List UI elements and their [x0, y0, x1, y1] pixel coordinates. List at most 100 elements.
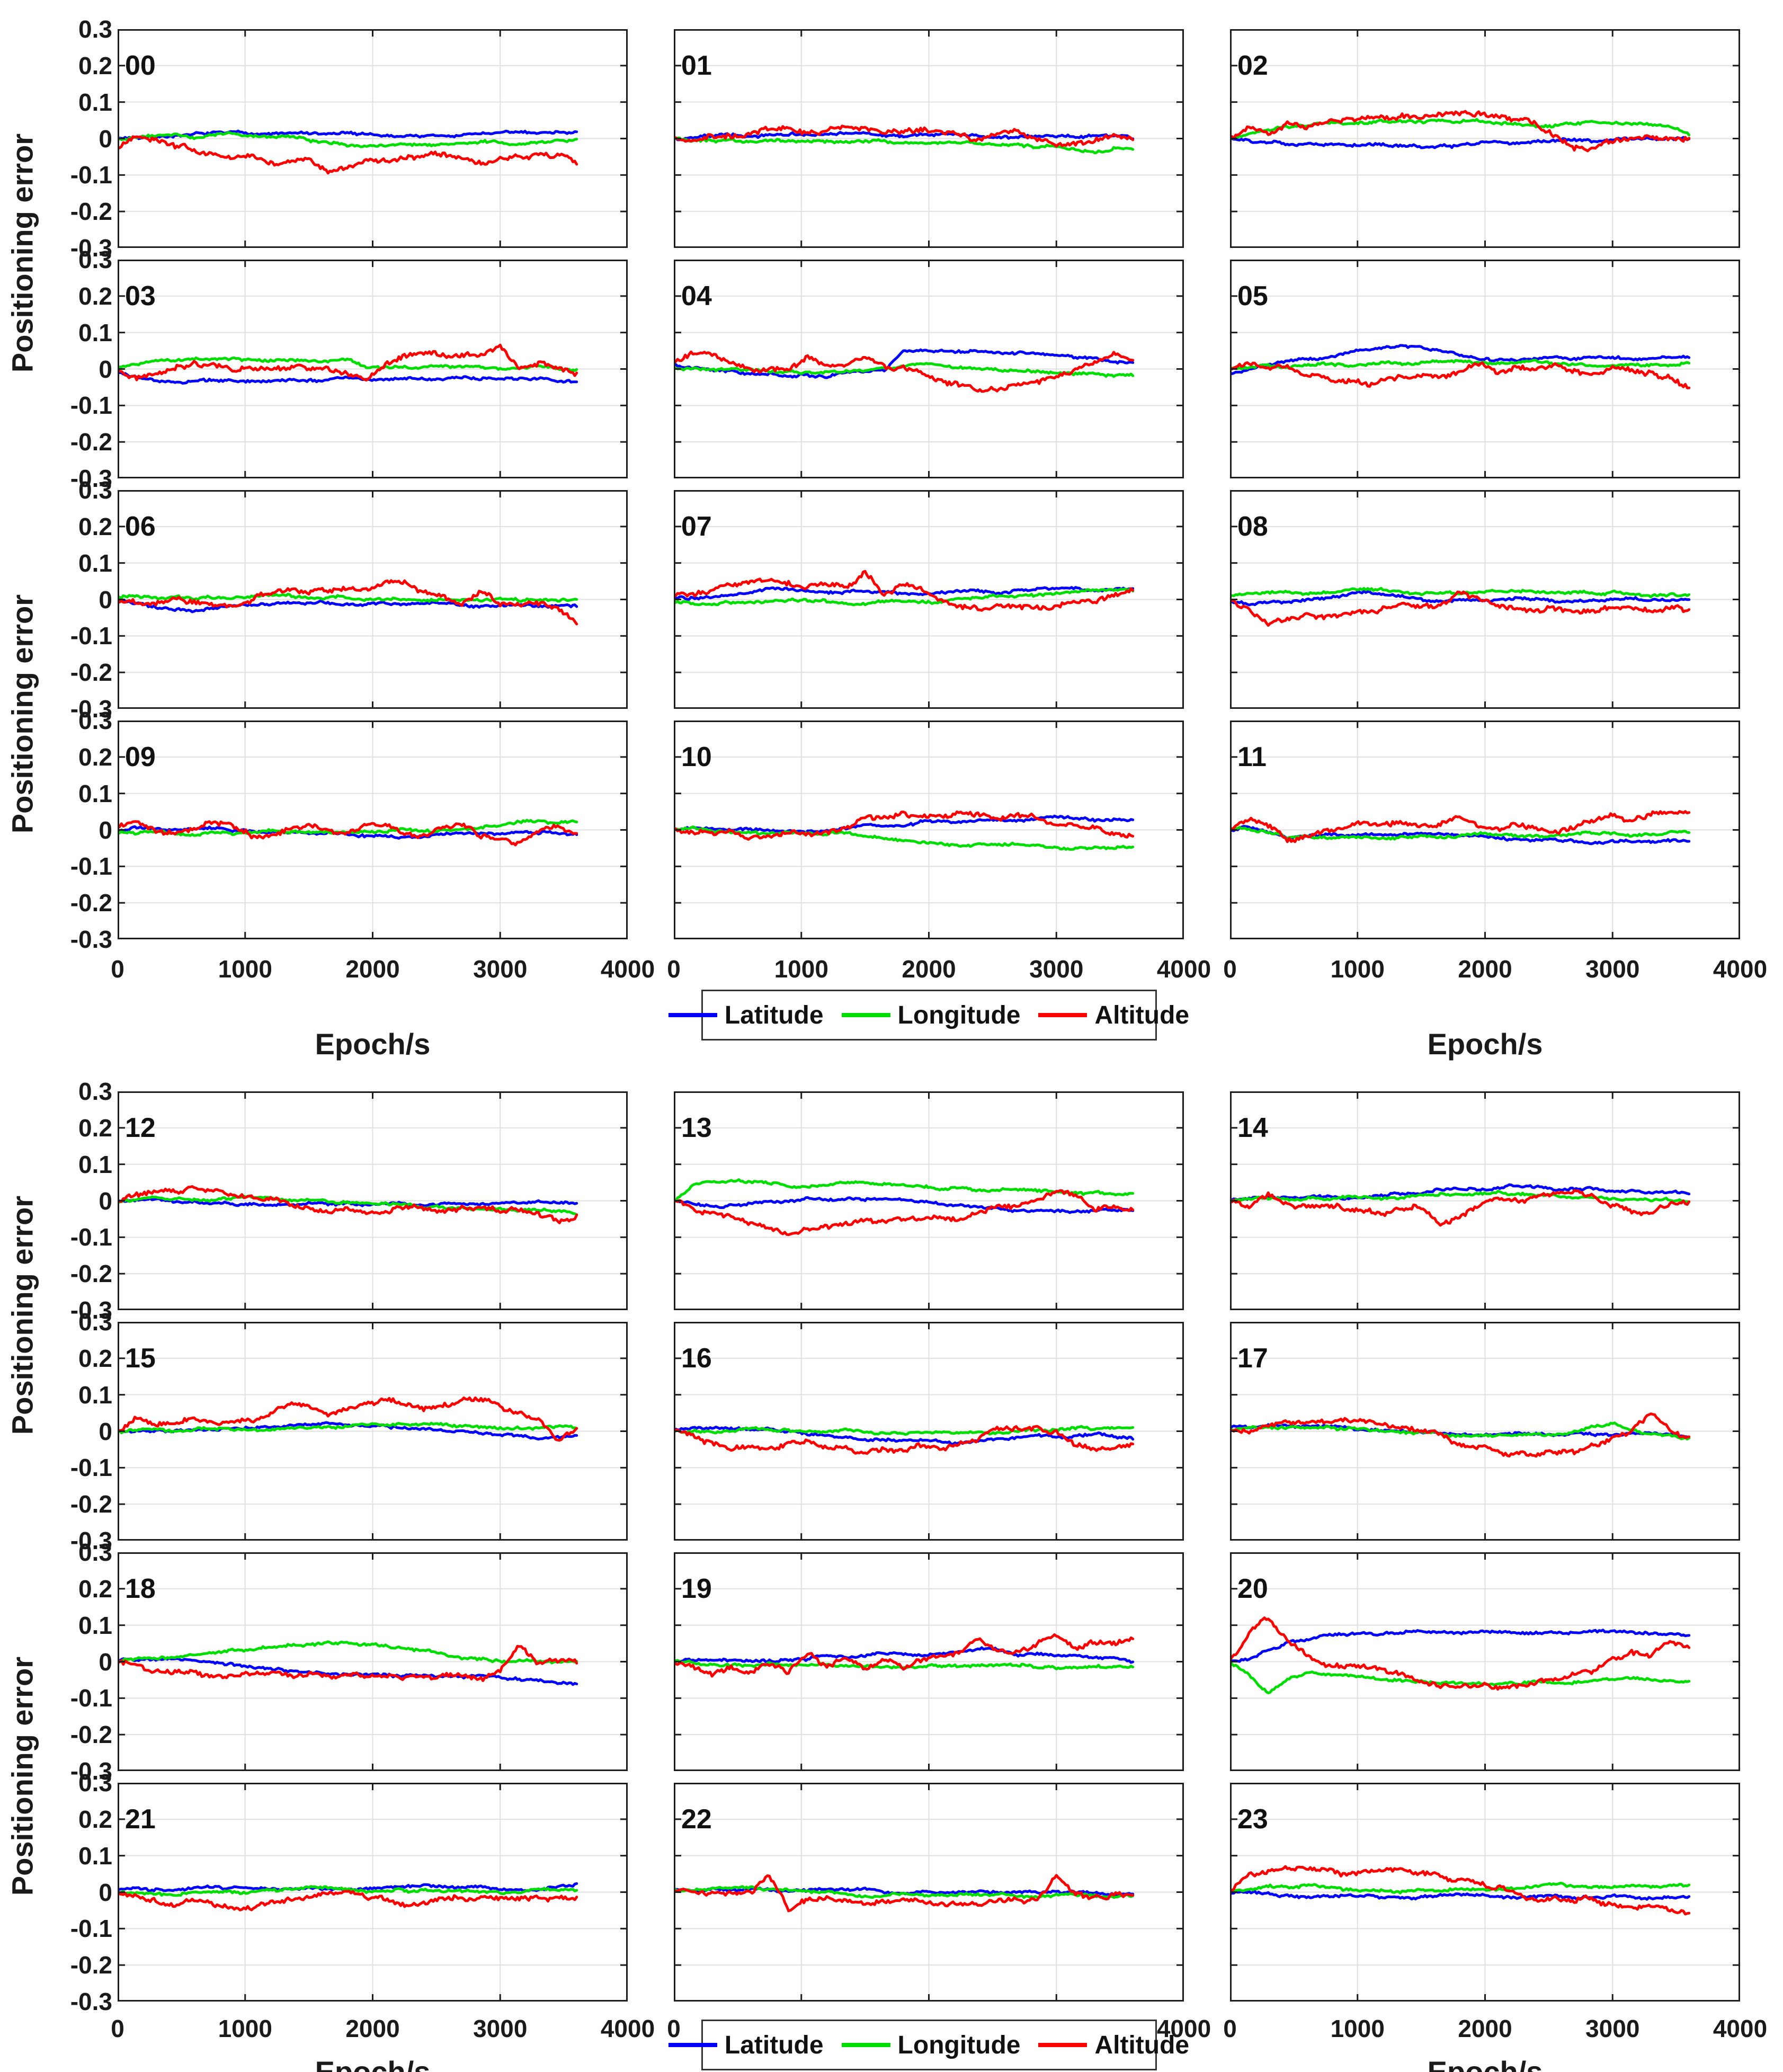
longitude-line — [118, 356, 578, 372]
legend-line-sample — [668, 2043, 717, 2047]
subplot-06: 06 — [118, 490, 628, 709]
latitude-line — [1230, 136, 1691, 149]
longitude-line — [1230, 1660, 1691, 1694]
subplot-12: 12 — [118, 1091, 628, 1310]
y-tick-label: 0.3 — [78, 476, 112, 504]
axes-border — [1230, 1091, 1740, 1310]
legend-line-sample — [1038, 1013, 1087, 1017]
x-tick-label: 0 — [667, 2015, 681, 2042]
y-tick-label: 0.1 — [78, 1381, 112, 1409]
x-tick-label: 2000 — [345, 2015, 400, 2042]
latitude-line — [118, 129, 578, 141]
x-axis-label: Epoch/s — [315, 2055, 431, 2072]
axes-border — [674, 260, 1184, 478]
axes-border — [118, 721, 628, 939]
x-tick-label: 4000 — [600, 2015, 655, 2042]
axes-border — [118, 29, 628, 248]
y-tick-label: 0 — [99, 1417, 112, 1445]
y-tick-label: 0 — [99, 1648, 112, 1676]
x-tick-label: 1000 — [218, 955, 272, 983]
longitude-line — [1230, 118, 1691, 141]
y-tick-label: -0.1 — [70, 1223, 112, 1251]
axes-border — [674, 721, 1184, 939]
altitude-line — [674, 570, 1135, 612]
altitude-line — [1230, 1616, 1691, 1691]
x-tick-label: 0 — [1223, 2015, 1237, 2042]
y-tick-label: -0.2 — [70, 428, 112, 456]
axes-border — [1230, 721, 1740, 939]
legend-item: Altitude — [1038, 1001, 1189, 1030]
subplot-id-label: 12 — [125, 1113, 156, 1143]
subplot-11: 11 — [1230, 721, 1740, 939]
latitude-line — [674, 586, 1135, 601]
altitude-line — [674, 1874, 1135, 1913]
longitude-line — [118, 1885, 578, 1897]
axes-border — [118, 1322, 628, 1541]
subplot-id-label: 09 — [125, 742, 156, 772]
latitude-line — [674, 1426, 1135, 1446]
y-tick-label: -0.1 — [70, 1915, 112, 1943]
y-tick-label: -0.2 — [70, 889, 112, 917]
subplot-13: 13 — [674, 1091, 1184, 1310]
y-tick-label: -0.1 — [70, 852, 112, 881]
subplot-id-label: 20 — [1237, 1573, 1268, 1604]
y-tick-label: -0.2 — [70, 198, 112, 226]
x-tick-label: 4000 — [1156, 2015, 1211, 2042]
altitude-line — [118, 1890, 578, 1911]
subplot-03: 03 — [118, 260, 628, 478]
x-tick-label: 0 — [1223, 955, 1237, 983]
longitude-line — [1230, 1190, 1691, 1203]
x-tick-label: 1000 — [1330, 2015, 1385, 2042]
altitude-line — [1230, 361, 1691, 389]
axes-border — [118, 1552, 628, 1771]
x-tick-label: 4000 — [600, 955, 655, 983]
axes-border — [118, 260, 628, 478]
x-tick-label: 3000 — [473, 2015, 528, 2042]
y-tick-label: 0.2 — [78, 282, 112, 310]
altitude-line — [118, 1644, 578, 1682]
x-axis-label: Epoch/s — [315, 1027, 431, 1061]
subplot-17: 17 — [1230, 1322, 1740, 1541]
x-tick-label: 0 — [111, 955, 124, 983]
x-tick-label: 4000 — [1713, 2015, 1768, 2042]
y-axis-label: Positioning error — [5, 594, 39, 834]
y-tick-label: -0.2 — [70, 1490, 112, 1518]
y-tick-label: -0.3 — [70, 1296, 112, 1324]
axes-border — [674, 1783, 1184, 2002]
x-tick-label: 4000 — [1713, 955, 1768, 983]
subplot-00: 00 — [118, 29, 628, 248]
y-tick-label: -0.3 — [70, 465, 112, 492]
altitude-line — [674, 1189, 1135, 1237]
y-tick-label: -0.1 — [70, 161, 112, 189]
y-tick-label: 0.1 — [78, 318, 112, 346]
y-axis-label: Positioning error — [5, 133, 39, 373]
y-tick-label: 0.1 — [78, 779, 112, 807]
longitude-line — [118, 1421, 578, 1435]
subplot-05: 05 — [1230, 260, 1740, 478]
legend-line-sample — [841, 1013, 890, 1017]
x-tick-label: 0 — [667, 955, 681, 983]
subplot-id-label: 22 — [681, 1804, 712, 1835]
subplot-19: 19 — [674, 1552, 1184, 1771]
y-tick-label: 0.2 — [78, 1114, 112, 1142]
y-tick-label: 0.2 — [78, 1344, 112, 1372]
axes-border — [674, 1091, 1184, 1310]
y-tick-label: 0 — [99, 1187, 112, 1215]
altitude-line — [674, 125, 1135, 148]
y-tick-label: -0.1 — [70, 1454, 112, 1482]
x-tick-label: 1000 — [774, 955, 828, 983]
altitude-line — [674, 1425, 1135, 1455]
y-tick-label: -0.3 — [70, 1757, 112, 1785]
latitude-line — [674, 131, 1135, 141]
legend-item: Longitude — [841, 1001, 1020, 1030]
axes-border — [674, 1322, 1184, 1541]
subplot-23: 23 — [1230, 1783, 1740, 2002]
y-tick-label: 0.3 — [78, 707, 112, 734]
legend: Latitude Longitude Altitude — [668, 2020, 1189, 2070]
legend-label: Altitude — [1094, 1001, 1190, 1029]
altitude-line — [1230, 110, 1691, 153]
longitude-line — [118, 1194, 578, 1216]
legend: Latitude Longitude Altitude — [668, 990, 1189, 1041]
legend-item: Altitude — [1038, 2031, 1189, 2060]
altitude-line — [674, 350, 1135, 393]
